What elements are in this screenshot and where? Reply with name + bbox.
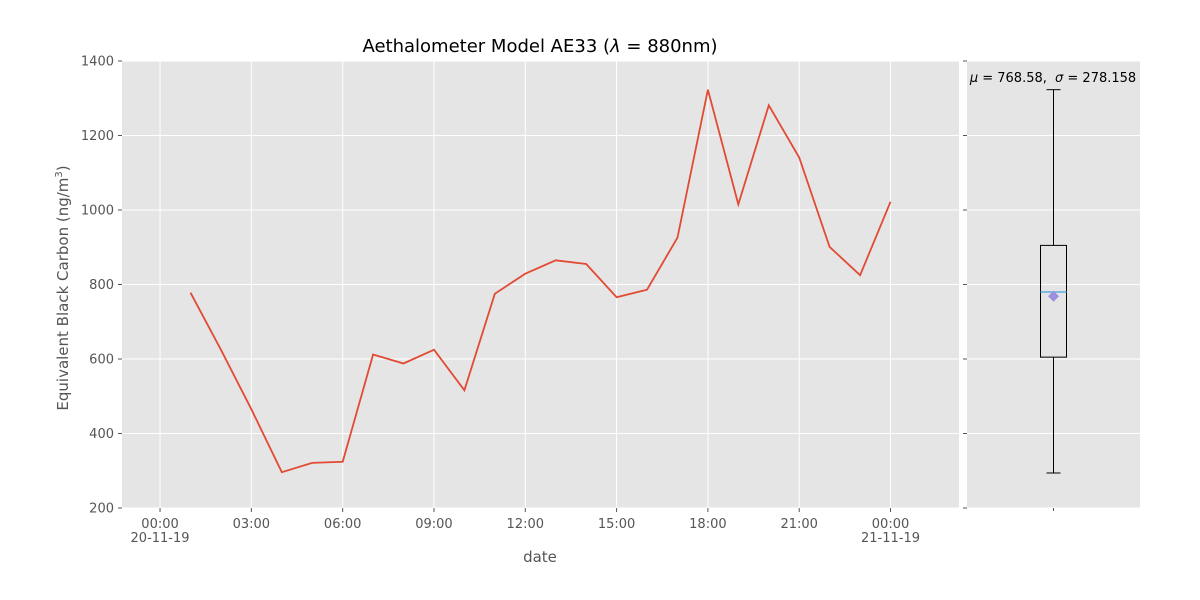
y-tick-label: 1200 <box>81 129 114 144</box>
stats-sigma-value: = 278.158 <box>1063 71 1136 86</box>
y-axis-ticks: 200 400 600 800 1000 1200 1400 <box>81 55 122 517</box>
x-tick-label: 15:00 <box>598 517 635 532</box>
x-tick-date-label: 20-11-19 <box>131 531 190 546</box>
y-axis-label: Equivalent Black Carbon (ng/m3) <box>54 165 72 410</box>
stats-mu-symbol: μ <box>969 71 978 86</box>
title-suffix: = 880nm) <box>621 36 718 57</box>
x-tick-label: 03:00 <box>233 517 270 532</box>
stats-annotation: μ = 768.58, σ = 278.158 <box>969 71 1136 86</box>
x-tick-label: 00:00 <box>141 517 178 532</box>
box-plot-panel: μ = 768.58, σ = 278.158 <box>963 60 1140 511</box>
chart-title: Aethalometer Model AE33 (λ = 880nm) <box>362 36 717 57</box>
y-tick-label: 1400 <box>81 55 114 70</box>
grid-lines <box>122 60 959 509</box>
x-axis-label: date <box>523 548 557 566</box>
stats-mu-value: = 768.58, <box>978 71 1051 86</box>
box-body <box>1040 244 1067 358</box>
title-lambda: λ <box>609 36 621 57</box>
x-tick-date-label: 21-11-19 <box>861 531 920 546</box>
y-tick-label: 200 <box>89 502 114 517</box>
x-tick-label: 09:00 <box>415 517 452 532</box>
x-tick-label: 06:00 <box>324 517 361 532</box>
x-tick-label: 21:00 <box>780 517 817 532</box>
y-tick-label: 800 <box>89 278 114 293</box>
y-axis-label-end: ) <box>54 165 72 171</box>
y-axis-label-sup: 3 <box>54 171 65 177</box>
title-prefix: Aethalometer Model AE33 ( <box>362 36 610 57</box>
box-y-ticks <box>963 60 967 509</box>
x-tick-label: 12:00 <box>507 517 544 532</box>
stats-sigma-symbol: σ <box>1055 71 1064 86</box>
series-line <box>189 89 892 474</box>
box-mean-marker <box>1048 290 1059 302</box>
x-tick-label: 00:00 <box>872 517 909 532</box>
y-tick-label: 600 <box>89 353 114 368</box>
y-axis-label-main: Equivalent Black Carbon (ng/m <box>54 178 72 411</box>
x-tick-label: 18:00 <box>689 517 726 532</box>
y-tick-label: 400 <box>89 427 114 442</box>
y-tick-label: 1000 <box>81 204 114 219</box>
